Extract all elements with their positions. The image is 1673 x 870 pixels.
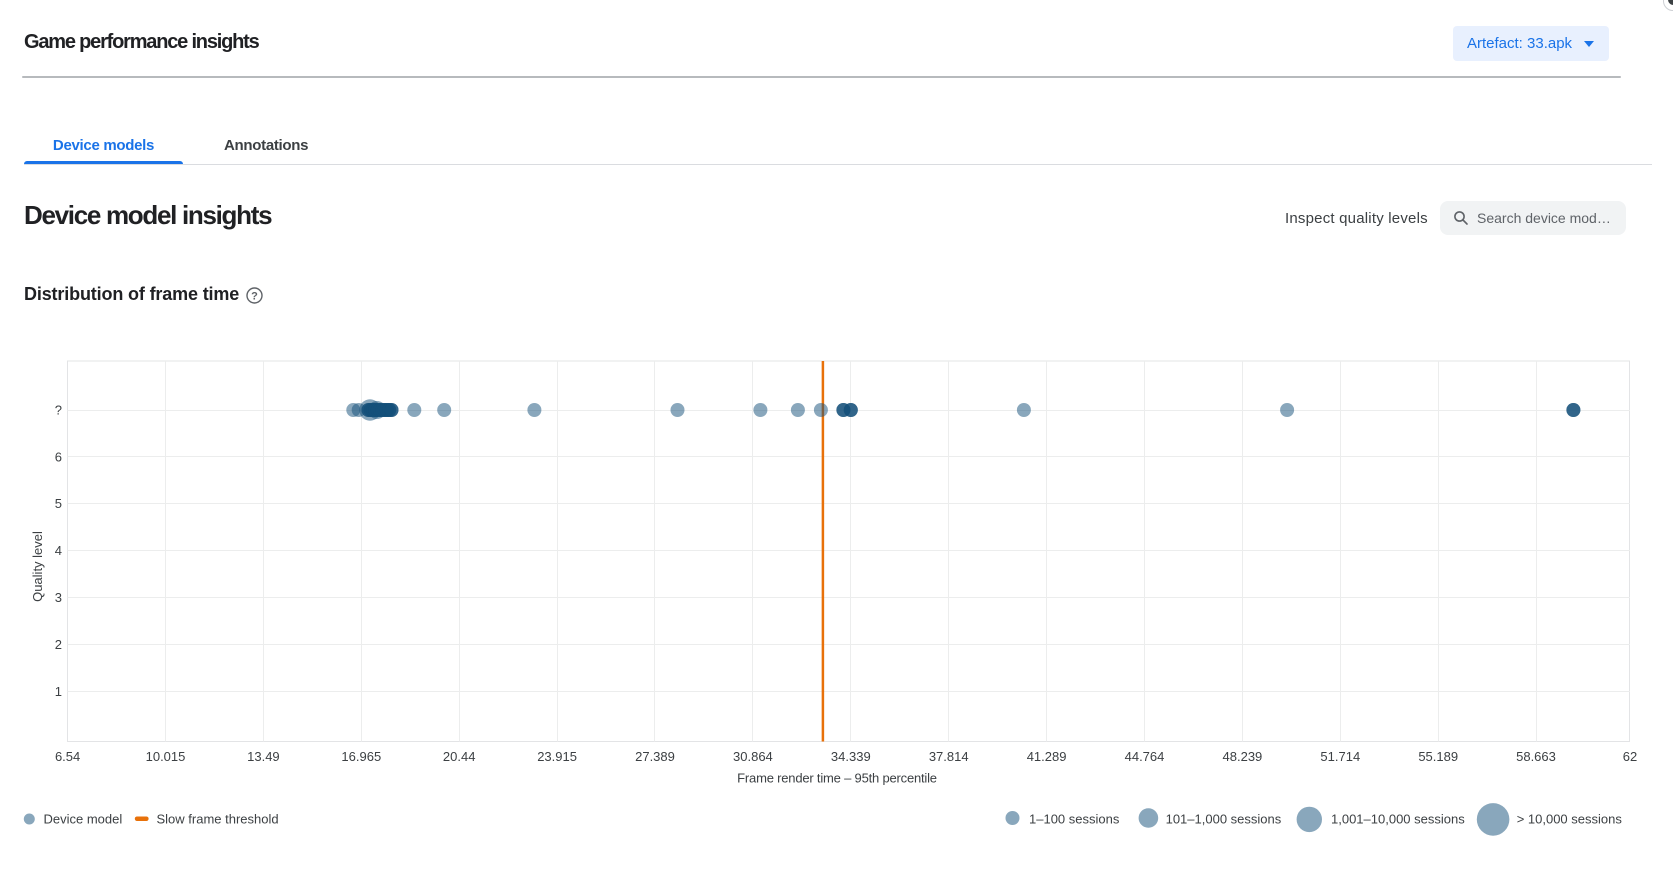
svg-text:51.714: 51.714 (1320, 749, 1360, 764)
svg-text:44.764: 44.764 (1125, 749, 1165, 764)
svg-text:10.015: 10.015 (146, 749, 186, 764)
svg-text:> 10,000 sessions: > 10,000 sessions (1517, 812, 1623, 827)
svg-text:6: 6 (55, 450, 62, 465)
svg-text:Device model: Device model (44, 812, 123, 827)
svg-text:5: 5 (55, 496, 62, 511)
svg-text:4: 4 (55, 543, 62, 558)
svg-text:41.289: 41.289 (1027, 749, 1067, 764)
svg-text:27.389: 27.389 (635, 749, 675, 764)
svg-text:48.239: 48.239 (1223, 749, 1263, 764)
svg-text:16.965: 16.965 (341, 749, 381, 764)
svg-text:?: ? (251, 290, 258, 302)
svg-text:Quality level: Quality level (30, 531, 45, 602)
svg-text:?: ? (55, 403, 62, 418)
svg-text:Slow frame threshold: Slow frame threshold (157, 812, 279, 827)
svg-text:55.189: 55.189 (1418, 749, 1458, 764)
svg-text:20.44: 20.44 (443, 749, 476, 764)
svg-text:1: 1 (55, 684, 62, 699)
svg-text:30.864: 30.864 (733, 749, 773, 764)
svg-text:23.915: 23.915 (537, 749, 577, 764)
svg-text:1,001–10,000 sessions: 1,001–10,000 sessions (1331, 812, 1465, 827)
svg-text:62: 62 (1623, 749, 1637, 764)
svg-text:101–1,000 sessions: 101–1,000 sessions (1166, 812, 1282, 827)
svg-text:1–100 sessions: 1–100 sessions (1029, 812, 1120, 827)
svg-text:2: 2 (55, 637, 62, 652)
svg-text:58.663: 58.663 (1516, 749, 1556, 764)
svg-text:37.814: 37.814 (929, 749, 969, 764)
svg-text:13.49: 13.49 (247, 749, 280, 764)
svg-text:34.339: 34.339 (831, 749, 871, 764)
svg-text:3: 3 (55, 590, 62, 605)
svg-text:6.54: 6.54 (55, 749, 80, 764)
svg-text:Frame render time – 95th perce: Frame render time – 95th percentile (737, 771, 937, 786)
